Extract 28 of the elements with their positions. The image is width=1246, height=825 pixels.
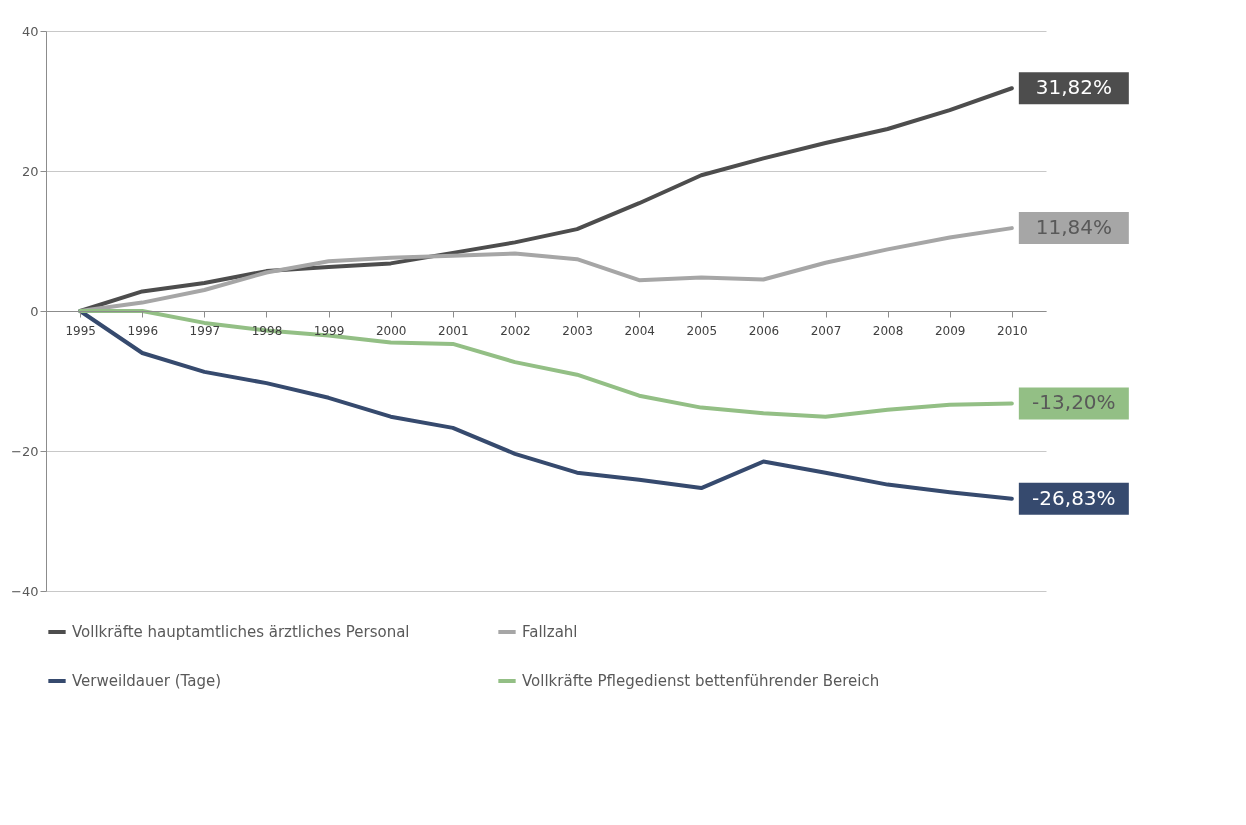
legend-label: Fallzahl	[522, 623, 578, 641]
x-tick-label: 2005	[686, 323, 718, 338]
x-tick-label: 1996	[127, 323, 159, 338]
y-tick-label: 40	[21, 23, 39, 39]
legend-label: Vollkräfte hauptamtliches ärztliches Personal	[72, 623, 410, 641]
y-tick-label: 0	[30, 303, 39, 319]
x-tick-label: 1997	[189, 323, 221, 338]
x-tick-label: 2004	[624, 323, 655, 338]
legend-label: Vollkräfte Pflegedienst bettenführender Bereich	[522, 672, 880, 690]
x-tick-label: 2007	[810, 323, 842, 338]
data-label: -26,83%	[1032, 485, 1116, 510]
x-tick-label: 2008	[872, 323, 904, 338]
data-label: 11,84%	[1035, 215, 1112, 240]
y-tick-label: −40	[11, 583, 39, 599]
legend-label: Verweildauer (Tage)	[72, 672, 222, 690]
data-label: -13,20%	[1032, 390, 1116, 415]
data-label: 31,82%	[1035, 75, 1112, 100]
x-tick-label: 1995	[65, 323, 96, 338]
x-tick-label: 2009	[934, 323, 966, 338]
y-tick-label: 20	[21, 163, 39, 179]
x-tick-label: 1999	[313, 323, 345, 338]
y-tick-label: −20	[11, 443, 39, 459]
x-tick-label: 2002	[500, 323, 531, 338]
x-tick-label: 2001	[438, 323, 469, 338]
x-tick-label: 2010	[997, 323, 1028, 338]
x-tick-label: 2003	[562, 323, 593, 338]
x-tick-label: 2006	[748, 323, 780, 338]
x-tick-label: 2000	[375, 323, 407, 338]
